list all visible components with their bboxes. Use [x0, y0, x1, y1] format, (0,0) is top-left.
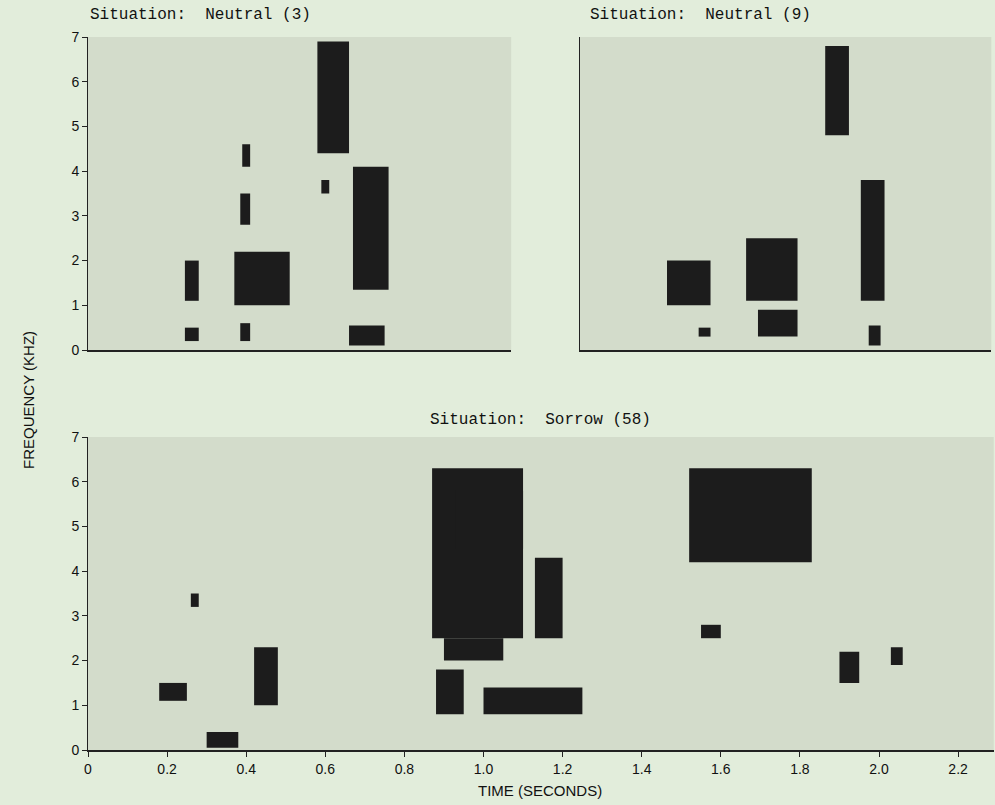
- svg-text:1.2: 1.2: [553, 761, 573, 777]
- svg-text:1: 1: [71, 297, 79, 313]
- svg-text:1.4: 1.4: [632, 761, 652, 777]
- svg-text:1.8: 1.8: [790, 761, 810, 777]
- svg-text:7: 7: [71, 29, 79, 45]
- svg-text:FREQUENCY (KHZ): FREQUENCY (KHZ): [20, 331, 37, 469]
- svg-text:1: 1: [71, 697, 79, 713]
- svg-text:Situation: Sorrow (58): Situation: Sorrow (58): [430, 411, 651, 429]
- svg-text:Situation: Neutral (9): Situation: Neutral (9): [590, 6, 811, 24]
- svg-text:Situation: Neutral (3): Situation: Neutral (3): [90, 6, 311, 24]
- svg-text:3: 3: [71, 608, 79, 624]
- svg-text:3: 3: [71, 208, 79, 224]
- svg-text:5: 5: [71, 118, 79, 134]
- svg-text:6: 6: [71, 74, 79, 90]
- svg-text:0: 0: [84, 761, 92, 777]
- svg-text:2: 2: [71, 252, 79, 268]
- svg-text:2.2: 2.2: [948, 761, 968, 777]
- svg-text:4: 4: [71, 563, 79, 579]
- svg-text:0.6: 0.6: [316, 761, 336, 777]
- svg-text:0.8: 0.8: [395, 761, 415, 777]
- svg-text:5: 5: [71, 518, 79, 534]
- svg-text:0.2: 0.2: [157, 761, 177, 777]
- svg-text:6: 6: [71, 474, 79, 490]
- svg-text:1.0: 1.0: [474, 761, 494, 777]
- svg-text:1.6: 1.6: [711, 761, 731, 777]
- svg-text:4: 4: [71, 163, 79, 179]
- svg-text:2: 2: [71, 652, 79, 668]
- svg-text:TIME (SECONDS): TIME (SECONDS): [478, 782, 602, 799]
- svg-text:0: 0: [71, 742, 79, 758]
- svg-text:0: 0: [71, 342, 79, 358]
- svg-text:0.4: 0.4: [236, 761, 256, 777]
- svg-text:7: 7: [71, 429, 79, 445]
- svg-text:2.0: 2.0: [869, 761, 889, 777]
